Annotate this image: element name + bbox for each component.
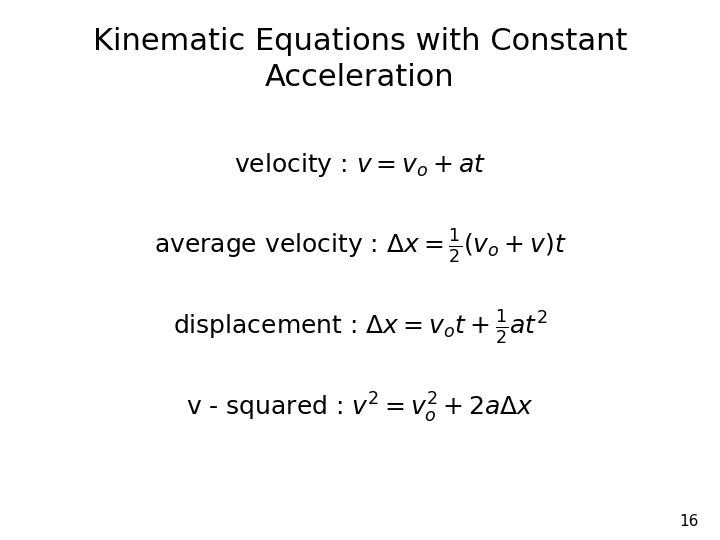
Text: velocity : $v = v_o + at$: velocity : $v = v_o + at$ [234,151,486,179]
Text: average velocity : $\Delta x = \frac{1}{2}(v_o + v)t$: average velocity : $\Delta x = \frac{1}{… [153,227,567,265]
Text: v - squared : $v^2 = v_o^2 + 2a\Delta x$: v - squared : $v^2 = v_o^2 + 2a\Delta x$ [186,390,534,425]
Text: 16: 16 [679,514,698,529]
Text: displacement : $\Delta x = v_o t + \frac{1}{2}at^2$: displacement : $\Delta x = v_o t + \frac… [173,308,547,346]
Text: Kinematic Equations with Constant
Acceleration: Kinematic Equations with Constant Accele… [93,27,627,92]
